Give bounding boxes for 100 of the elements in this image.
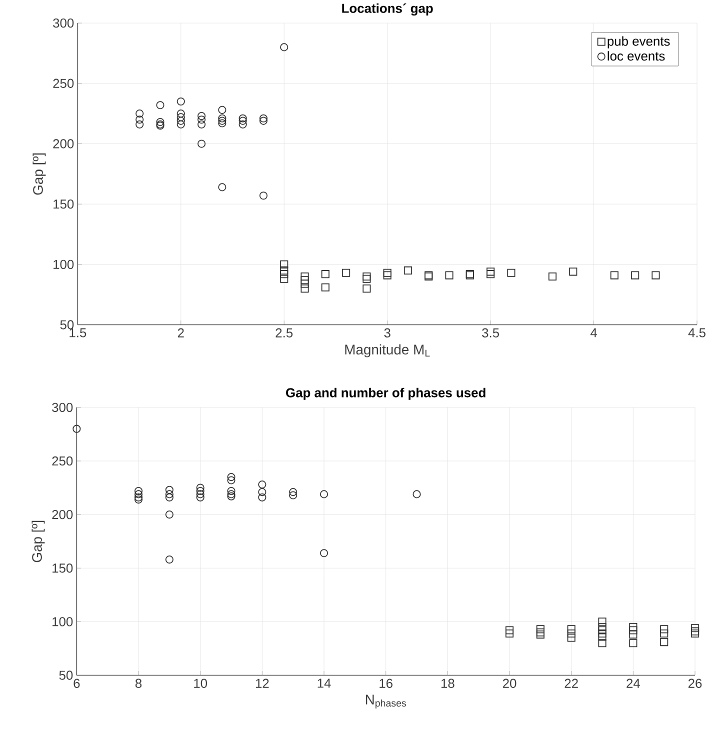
point (238, 120, 247, 128)
y-tick-label: 50 (59, 670, 72, 680)
point (259, 114, 268, 122)
point (196, 490, 204, 498)
point (486, 270, 494, 278)
point (280, 43, 288, 52)
point (196, 486, 204, 496)
point (197, 116, 206, 124)
point (176, 116, 185, 125)
point (320, 490, 328, 498)
point (258, 480, 266, 489)
x-tick-label: 3.5 (482, 328, 499, 338)
point (197, 140, 206, 148)
point (568, 268, 578, 276)
y-tick-label: 200 (53, 139, 74, 148)
point (507, 268, 516, 277)
point (598, 639, 606, 648)
point (227, 476, 236, 484)
point (628, 639, 638, 648)
point (630, 271, 639, 280)
point (176, 97, 185, 106)
x-tick-label: 18 (441, 678, 454, 688)
point (362, 272, 371, 281)
x-tick-label: 16 (379, 678, 392, 688)
point (134, 490, 142, 498)
point (660, 625, 668, 634)
point (548, 272, 556, 281)
x-tick-label: 20 (502, 678, 516, 688)
point (628, 626, 638, 634)
point (342, 268, 350, 277)
point (165, 510, 174, 519)
point (300, 284, 309, 293)
point (72, 424, 81, 433)
x-tick-label: 1.5 (69, 328, 86, 338)
point (690, 629, 699, 638)
point (176, 120, 185, 128)
y-tick-label: 150 (52, 564, 72, 573)
point (258, 493, 266, 502)
point (176, 113, 185, 122)
x-tick-label: 12 (256, 678, 269, 688)
point (660, 638, 668, 646)
point (135, 110, 144, 118)
point (505, 626, 514, 634)
point (218, 114, 226, 122)
point (135, 116, 144, 124)
x-tick-label: 26 (688, 678, 702, 688)
point (383, 268, 392, 277)
y-tick-label: 100 (53, 260, 74, 269)
point (321, 270, 330, 278)
x-tick-label: 2 (178, 328, 184, 338)
point (567, 625, 576, 634)
point (536, 628, 544, 636)
point (259, 116, 268, 125)
point (258, 488, 266, 496)
x-tick-label: 6 (74, 678, 80, 688)
point (134, 486, 142, 496)
point (598, 623, 606, 632)
point (218, 106, 226, 114)
point (156, 118, 164, 126)
point (218, 116, 226, 125)
point (567, 634, 576, 642)
y-tick-label: 250 (52, 456, 72, 466)
point (288, 488, 297, 496)
y-tick-label: 250 (53, 78, 74, 88)
point (598, 618, 606, 626)
point (280, 266, 288, 274)
point (652, 271, 660, 280)
y-axis-title: Gap [º] (32, 520, 45, 562)
point (196, 484, 204, 492)
x-axis-title: N$_{phases}$ (366, 694, 406, 709)
point (362, 284, 371, 293)
y-tick-label: 150 (53, 199, 74, 209)
point (135, 120, 144, 128)
point (156, 101, 164, 110)
point (505, 629, 514, 638)
point (227, 490, 236, 498)
x-tick-label: 2.5 (276, 328, 292, 338)
point (628, 623, 638, 632)
point (196, 493, 204, 502)
x-tick-label: 3 (384, 328, 390, 338)
point (238, 116, 247, 125)
point (134, 496, 142, 504)
point (165, 490, 174, 498)
point (227, 492, 236, 500)
point (660, 629, 668, 638)
point (486, 268, 494, 276)
point (259, 192, 268, 200)
point (598, 632, 606, 641)
point (227, 473, 236, 482)
point (536, 625, 544, 634)
chart-title: Locations´ gap (342, 3, 433, 16)
point (134, 493, 142, 502)
x-tick-label: 14 (318, 678, 331, 688)
point (165, 493, 174, 502)
point (404, 266, 412, 274)
point (445, 271, 454, 280)
legend-label: loc events (608, 51, 665, 61)
point (197, 112, 206, 120)
point (288, 491, 297, 500)
point (218, 183, 226, 192)
